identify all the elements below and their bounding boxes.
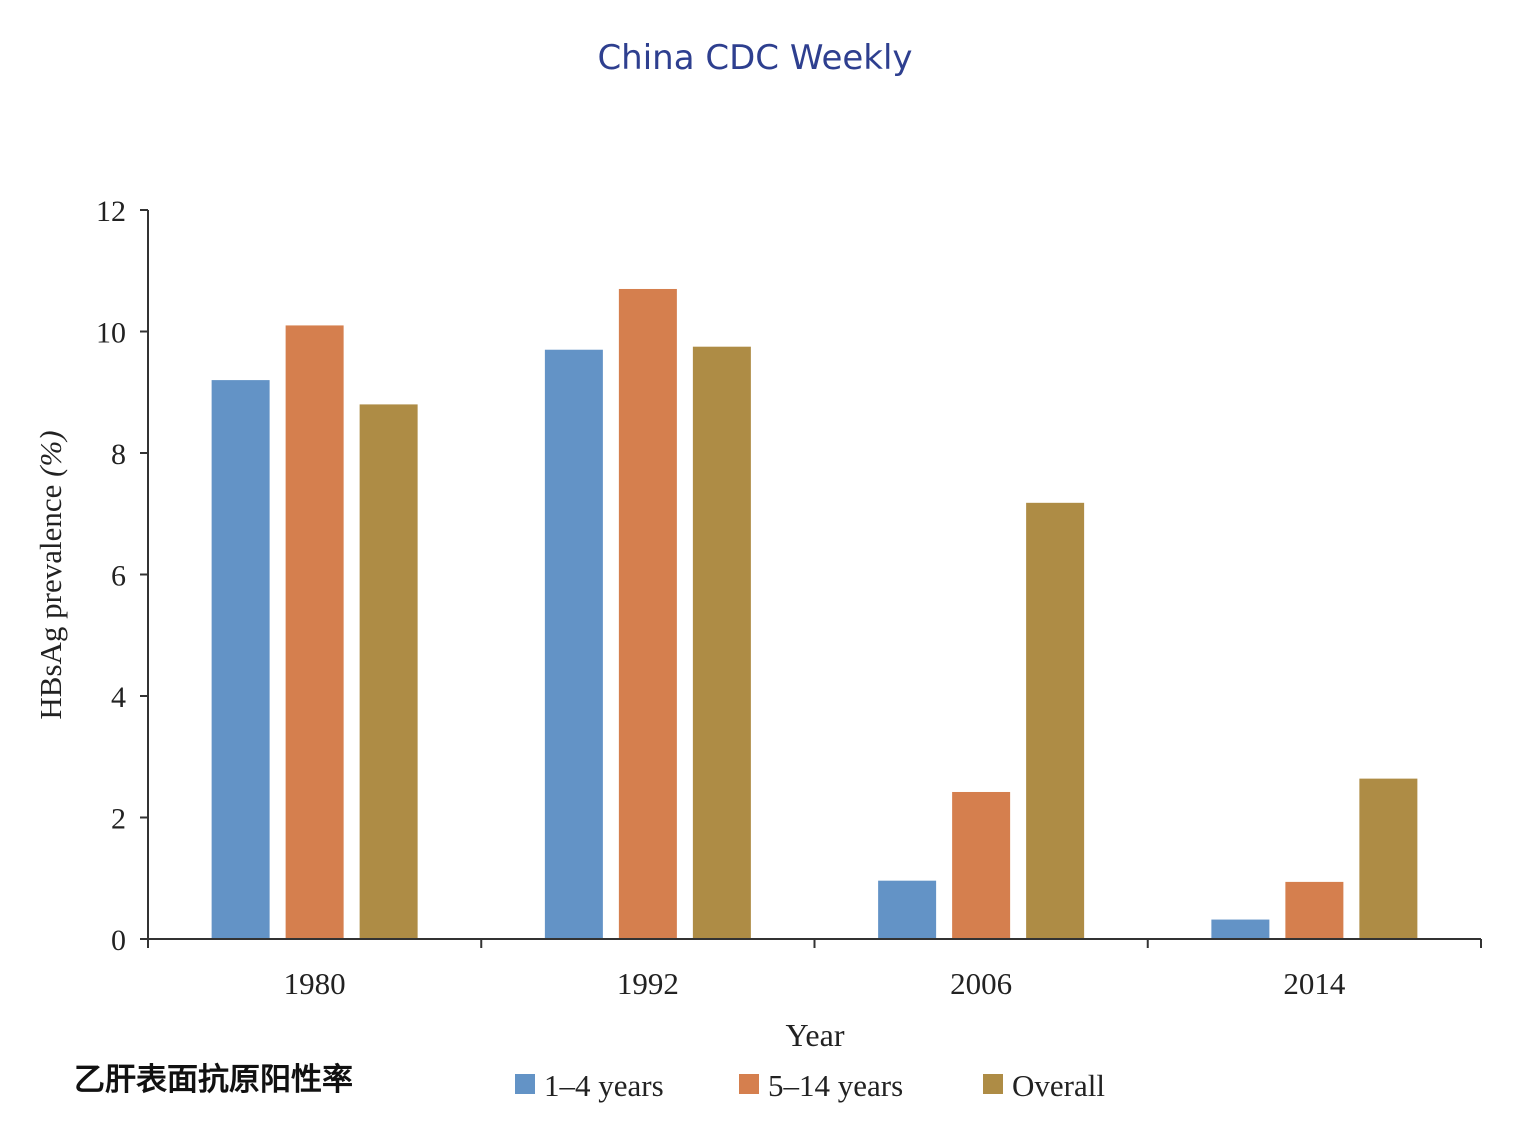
x-tick-label: 1992 [617,966,679,1001]
bar-2006-series-3 [1026,502,1085,939]
y-tick-label: 4 [111,681,126,714]
y-axis-title-unit: (%) [33,430,68,476]
x-tick-label: 1980 [284,966,346,1001]
y-tick-label: 8 [111,438,126,471]
legend-swatch-1 [515,1074,535,1094]
x-tick-label: 2006 [950,966,1012,1001]
journal-title: China CDC Weekly [597,38,913,78]
bar-1992-series-1 [544,349,603,940]
y-tick-label: 6 [111,560,126,593]
chinese-caption: 乙肝表面抗原阳性率 [74,1062,353,1098]
y-tick-label: 12 [96,195,126,228]
y-tick-label: 2 [111,803,126,836]
bars-group [211,288,1418,940]
y-tick-label: 10 [96,317,126,350]
legend-swatch-2 [739,1074,759,1094]
bar-1992-series-3 [692,346,751,939]
bar-2014-series-2 [1285,881,1344,939]
bar-1980-series-3 [359,404,418,939]
bar-1992-series-2 [618,288,677,940]
bar-2006-series-1 [878,880,937,939]
bar-2014-series-3 [1359,778,1418,939]
x-axis-title: Year [786,1017,845,1053]
y-axis-title: HBsAg prevalence (%) [33,430,68,719]
bar-1980-series-1 [211,380,270,940]
x-tick-label: 2014 [1283,966,1346,1001]
bar-2006-series-2 [952,791,1011,939]
bar-1980-series-2 [285,325,344,939]
legend: 1–4 years 5–14 years Overall [515,1068,1105,1103]
x-ticks-group: 1980 1992 2006 2014 [147,939,1482,1001]
legend-label-3: Overall [1012,1068,1105,1103]
y-ticks-group: 0 2 4 6 8 10 12 [96,195,148,957]
y-tick-label: 0 [111,924,126,957]
y-axis-title-main: HBsAg prevalence [33,477,68,720]
legend-label-1: 1–4 years [544,1068,664,1103]
legend-label-2: 5–14 years [768,1068,903,1103]
legend-swatch-3 [983,1074,1003,1094]
bar-2014-series-1 [1211,919,1270,939]
axes-group [147,210,1481,940]
